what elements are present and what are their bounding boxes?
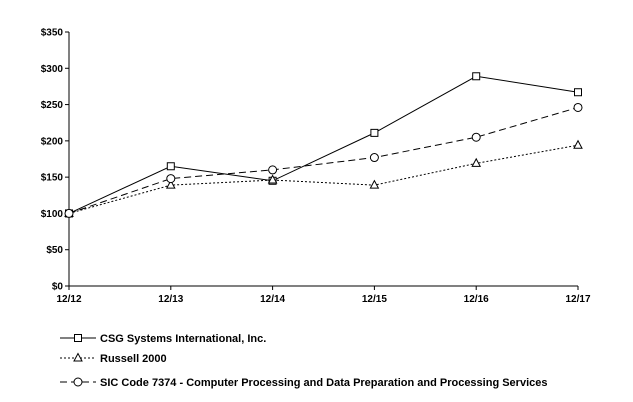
x-axis-ticks: 12/12 12/13 12/14 12/15 12/16 12/17 [56, 286, 591, 305]
triangle-marker [573, 139, 583, 149]
y-axis-ticks: $0 $50 $100 $150 $200 $250 $300 $350 [41, 28, 69, 293]
y-tick-label: $0 [52, 282, 64, 293]
x-tick-label: 12/17 [565, 294, 590, 305]
y-tick-label: $250 [41, 100, 64, 111]
triangle-marker [369, 179, 380, 189]
circle-marker [166, 174, 176, 184]
y-tick-label: $100 [41, 209, 64, 220]
legend-label: CSG Systems International, Inc. [100, 333, 266, 345]
series-circle [64, 102, 583, 218]
circle-marker [471, 132, 481, 142]
square-marker [472, 72, 481, 81]
y-tick-label: $50 [46, 245, 63, 256]
x-tick-label: 12/16 [464, 294, 489, 305]
legend-label: SIC Code 7374 - Computer Processing and … [100, 377, 547, 389]
series-line [68, 75, 579, 214]
series-triangle [64, 139, 583, 217]
square-marker [74, 334, 82, 342]
circle-marker [73, 377, 83, 387]
chart-axes [68, 32, 578, 287]
triangle-marker [165, 179, 176, 189]
series-square [65, 72, 582, 218]
legend-item: CSG Systems International, Inc. [60, 333, 266, 345]
x-tick-label: 12/14 [260, 294, 285, 305]
legend-item: SIC Code 7374 - Computer Processing and … [60, 377, 547, 389]
series-line [68, 144, 579, 214]
triangle-marker [471, 157, 482, 167]
y-tick-label: $300 [41, 64, 64, 75]
triangle-marker [73, 352, 83, 362]
legend-item: Russell 2000 [60, 352, 167, 365]
circle-marker [64, 208, 74, 218]
triangle-marker [267, 174, 278, 184]
x-tick-label: 12/15 [362, 294, 387, 305]
circle-marker [369, 153, 379, 163]
square-marker [166, 162, 175, 171]
chart-legend: CSG Systems International, Inc. Russell 2… [60, 333, 547, 389]
y-tick-label: $150 [41, 173, 64, 184]
square-marker [574, 88, 582, 97]
chart-series [64, 72, 583, 218]
y-tick-label: $350 [41, 28, 64, 39]
square-marker [370, 128, 379, 137]
circle-marker [573, 102, 583, 112]
x-tick-label: 12/13 [158, 294, 183, 305]
circle-marker [268, 165, 278, 175]
legend-label: Russell 2000 [100, 353, 167, 365]
x-tick-label: 12/12 [56, 294, 81, 305]
series-line [68, 106, 579, 214]
y-tick-label: $200 [41, 136, 64, 147]
